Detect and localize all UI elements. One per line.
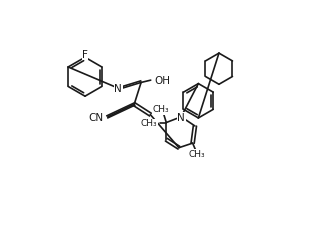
Text: F: F bbox=[82, 50, 88, 60]
Text: N: N bbox=[114, 84, 122, 94]
Text: N: N bbox=[177, 113, 185, 123]
Text: CH₃: CH₃ bbox=[152, 105, 169, 114]
Text: CN: CN bbox=[88, 113, 103, 123]
Text: OH: OH bbox=[155, 76, 171, 86]
Text: CH₃: CH₃ bbox=[189, 150, 206, 159]
Text: CH₃: CH₃ bbox=[140, 119, 157, 128]
